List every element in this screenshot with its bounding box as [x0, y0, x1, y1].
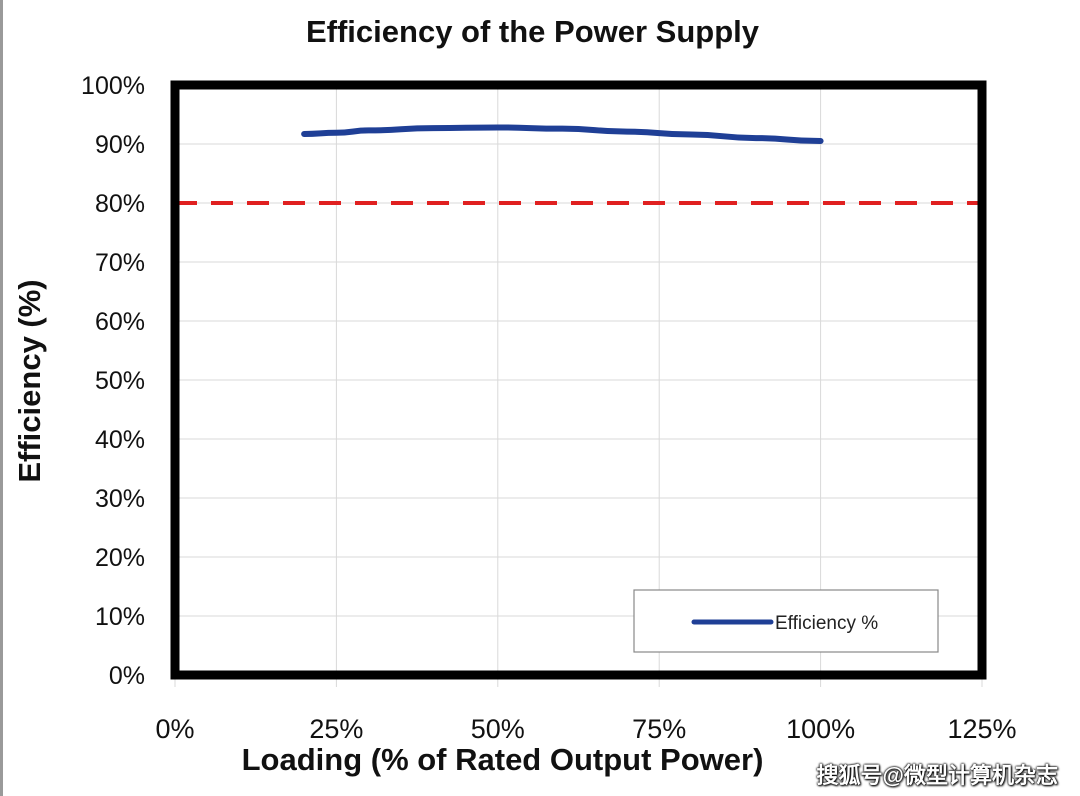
x-tick-label: 0% [155, 714, 194, 744]
y-tick-label: 50% [95, 367, 145, 395]
y-tick-label: 20% [95, 544, 145, 572]
y-tick-label: 0% [109, 662, 145, 690]
series-layer [301, 124, 824, 145]
y-tick-label: 30% [95, 485, 145, 513]
x-tick-label: 100% [786, 714, 855, 744]
tick-labels: 0% 10% 20% 30% 40% 50% 60% 70% 80% 90% 100% 0% 25% 50… [81, 72, 1016, 744]
legend: Efficiency % [633, 589, 939, 653]
x-axis-label: Loading (% of Rated Output Power) [241, 742, 764, 777]
watermark: 搜狐号@微型计算机杂志 [816, 763, 1058, 788]
y-tick-label: 60% [95, 308, 145, 336]
chart-title: Efficiency of the Power Supply [305, 14, 760, 49]
x-tick-label: 50% [471, 714, 525, 744]
y-tick-label: 40% [95, 426, 145, 454]
plot-frame [170, 80, 987, 680]
series-line-efficiency [301, 124, 824, 145]
y-tick-label: 100% [81, 72, 145, 100]
y-tick-label: 80% [95, 190, 145, 218]
legend-label-efficiency: Efficiency % [775, 613, 878, 634]
x-tick-label: 25% [309, 714, 363, 744]
x-tick-label: 75% [632, 714, 686, 744]
y-tick-label: 90% [95, 131, 145, 159]
y-tick-label: 10% [95, 603, 145, 631]
left-edge-border [0, 0, 3, 796]
legend-box [633, 589, 939, 653]
y-axis-label: Efficiency (%) [12, 279, 47, 483]
y-tick-label: 70% [95, 249, 145, 277]
x-tick-label: 125% [947, 714, 1016, 744]
